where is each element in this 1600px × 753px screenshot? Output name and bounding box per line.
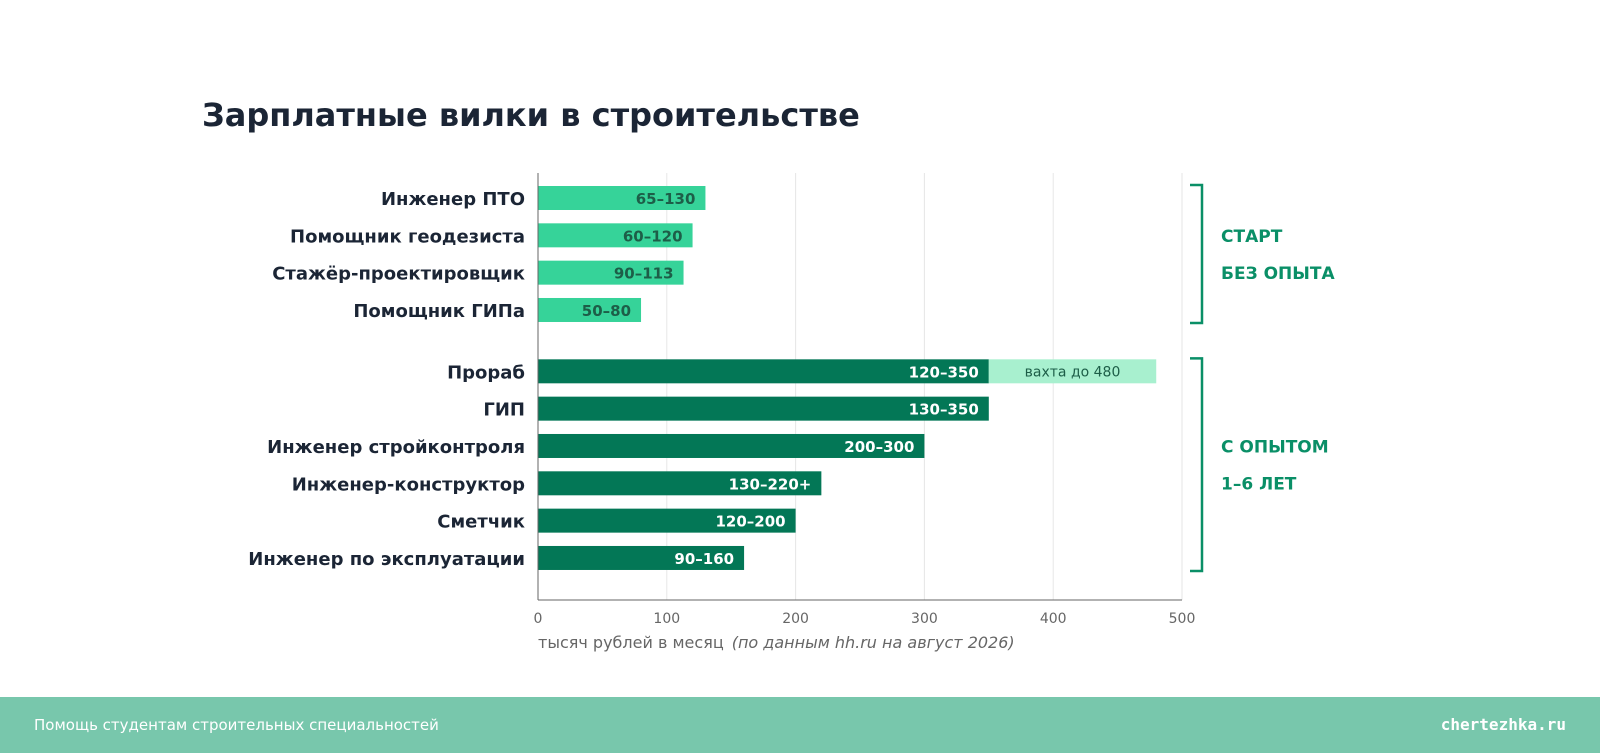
x-tick-label: 0 xyxy=(534,611,543,627)
category-label: Инженер стройконтроля xyxy=(267,437,525,458)
salary-bar xyxy=(538,186,706,210)
extension-label: вахта до 480 xyxy=(1025,364,1121,380)
bar-value-label: 50–80 xyxy=(582,302,631,320)
group-label-line2: 1–6 ЛЕТ xyxy=(1221,475,1297,495)
group-label-line1: С ОПЫТОМ xyxy=(1221,438,1329,458)
group-bracket xyxy=(1190,357,1204,573)
salary-bar xyxy=(538,396,989,421)
x-tick-label: 100 xyxy=(653,611,680,627)
salary-bar xyxy=(538,545,745,570)
bar-value-label: 60–120 xyxy=(623,227,683,245)
category-label: Помощник геодезиста xyxy=(290,226,525,247)
salary-bar xyxy=(538,297,642,322)
group-label-line1: СТАРТ xyxy=(1221,227,1283,247)
footer-tagline: Помощь студентам строительных специально… xyxy=(34,716,439,734)
salary-bar xyxy=(538,223,693,248)
footer-bar: Помощь студентам строительных специально… xyxy=(0,697,1600,753)
bar-value-label: 90–113 xyxy=(614,265,674,283)
category-label: Инженер-конструктор xyxy=(292,474,525,495)
salary-bar xyxy=(538,359,989,384)
x-tick-label: 300 xyxy=(911,611,938,627)
x-tick-label: 400 xyxy=(1040,611,1067,627)
salary-bar xyxy=(538,508,796,533)
chart-title: Зарплатные вилки в строительстве xyxy=(202,96,860,134)
category-label: Стажёр-проектировщик xyxy=(272,264,525,285)
x-axis-unit: тысяч рублей в месяц xyxy=(538,633,724,652)
bar-value-label: 90–160 xyxy=(674,550,734,568)
salary-bar xyxy=(538,471,822,496)
category-label: Прораб xyxy=(447,362,525,383)
salary-bar xyxy=(538,433,925,458)
x-tick-label: 500 xyxy=(1169,611,1196,627)
category-label: Помощник ГИПа xyxy=(353,301,525,322)
bar-value-label: 65–130 xyxy=(636,190,696,208)
category-label: Инженер ПТО xyxy=(381,189,525,210)
group-bracket xyxy=(1190,183,1204,325)
salary-range-chart: Инженер ПТО 65–130 Помощник геодезиста 60–1… xyxy=(248,173,1335,652)
bar-value-label: 120–200 xyxy=(715,513,785,531)
bar-value-label: 130–220+ xyxy=(729,475,812,493)
source-note: (по данным hh.ru на август 2026) xyxy=(732,633,1015,652)
extension-bar xyxy=(988,359,1157,384)
salary-bar xyxy=(538,260,684,285)
bar-value-label: 130–350 xyxy=(909,401,979,419)
category-label: Сметчик xyxy=(437,512,525,533)
category-label: ГИП xyxy=(483,400,525,421)
footer-site-link[interactable]: chertezhka.ru xyxy=(1440,715,1566,734)
bar-value-label: 200–300 xyxy=(844,438,914,456)
x-tick-label: 200 xyxy=(782,611,809,627)
bar-value-label: 120–350 xyxy=(909,363,979,381)
x-axis-label: тысяч рублей в месяц (по данным hh.ru на … xyxy=(538,633,1015,652)
group-label-line2: БЕЗ ОПЫТА xyxy=(1221,264,1335,284)
category-label: Инженер по эксплуатации xyxy=(248,549,525,570)
